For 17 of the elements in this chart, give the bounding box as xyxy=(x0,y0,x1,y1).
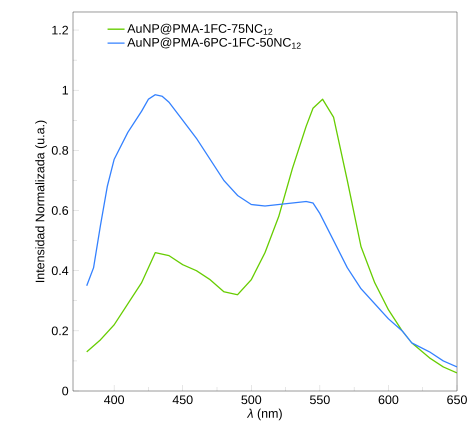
y-tick-label: 0.6 xyxy=(52,206,68,215)
x-tick-label: 400 xyxy=(104,395,124,404)
y-axis-title: Intensidad Normalizada (u.a.) xyxy=(35,120,47,282)
y-tick-label: 0.2 xyxy=(52,326,68,336)
y-tick-label: 0.8 xyxy=(52,146,68,155)
y-tick-label: 1.2 xyxy=(52,26,68,34)
x-axis-title: λ (nm) xyxy=(246,408,282,420)
x-tick-label: 600 xyxy=(378,395,398,404)
x-tick-label: 450 xyxy=(172,395,193,404)
legend-label: AuNP@PMA-6PC-1FC-50NC$_{12}$ xyxy=(127,38,301,49)
y-tick-label: 0 xyxy=(62,386,68,396)
y-tick-label: 0.4 xyxy=(52,266,68,276)
x-tick-label: 500 xyxy=(241,395,262,404)
legend-label: AuNP@PMA-1FC-75NC$_{12}$ xyxy=(127,24,272,35)
x-tick-label: 650 xyxy=(447,395,467,404)
y-tick-label: 1 xyxy=(62,86,68,94)
x-tick-label: 550 xyxy=(310,395,330,404)
